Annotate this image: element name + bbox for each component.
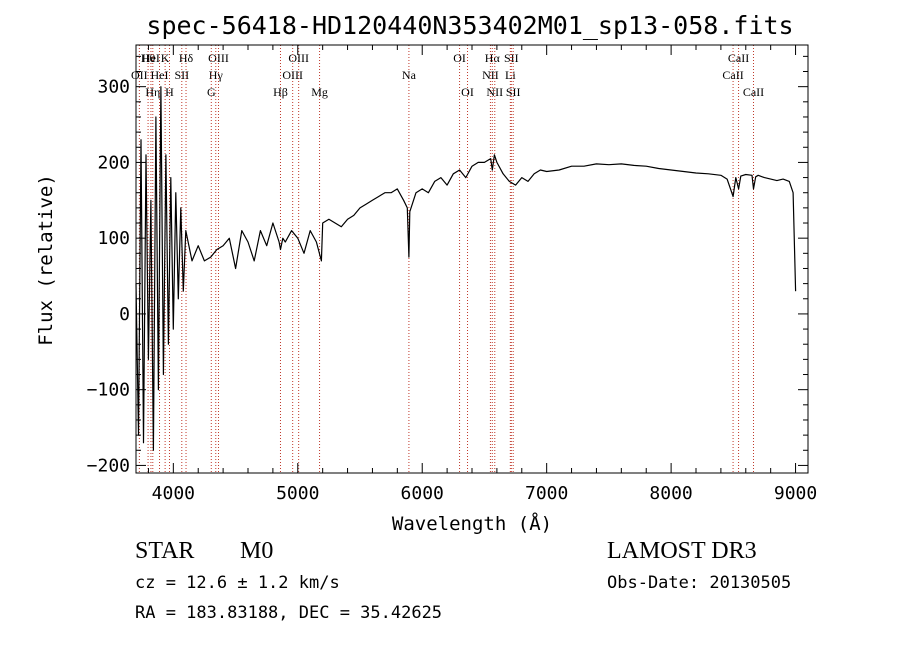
y-tick-label: 100 xyxy=(97,228,130,249)
line-marker-label: H xyxy=(165,85,174,99)
line-marker-label: OI xyxy=(461,85,474,99)
axes: 4000 5000 6000 7000 8000 9000 −200 −100 0 100 200 3… xyxy=(87,45,817,504)
obs-date-text: Obs-Date: 20130505 xyxy=(607,573,792,593)
line-marker-label: Hθ xyxy=(141,51,156,65)
x-tick-label: 5000 xyxy=(276,483,319,504)
y-tick-label: −200 xyxy=(87,455,130,476)
y-tick-label: −100 xyxy=(87,380,130,401)
line-marker-label: OIII xyxy=(282,68,303,82)
y-tick-label: 300 xyxy=(97,77,130,98)
series-group xyxy=(135,86,797,451)
line-marker-label: OIII xyxy=(288,51,309,65)
line-marker-label: Li xyxy=(505,68,516,82)
line-marker-label: Hβ xyxy=(273,85,288,99)
line-marker-label: Hα xyxy=(485,51,501,65)
line-marker-label: Mg xyxy=(311,85,328,99)
line-marker-label: CaII xyxy=(722,68,743,82)
line-marker-label: Hδ xyxy=(179,51,194,65)
y-tick-label: 0 xyxy=(119,304,130,325)
line-marker-label: HeI xyxy=(151,68,169,82)
line-marker-label: OII xyxy=(131,68,148,82)
line-marker-label: G xyxy=(207,85,216,99)
subclass-label: M0 xyxy=(240,538,274,564)
redshift-text: cz = 12.6 ± 1.2 km/s xyxy=(135,573,340,593)
line-marker-label: HeI xyxy=(142,51,160,65)
x-tick-label: 6000 xyxy=(401,483,444,504)
x-tick-label: 7000 xyxy=(525,483,568,504)
class-label: STAR xyxy=(135,538,195,564)
survey-label: LAMOST DR3 xyxy=(607,538,757,564)
line-marker-label: SII xyxy=(174,68,189,82)
line-marker-label: CaII xyxy=(743,85,764,99)
line-marker-label: OIII xyxy=(208,51,229,65)
line-marker-label: K xyxy=(161,51,170,65)
chart-title: spec-56418-HD120440N353402M01_sp13-058.f… xyxy=(146,11,793,40)
line-marker-label: Hγ xyxy=(209,68,224,82)
line-marker-label: Na xyxy=(402,68,417,82)
coordinates-text: RA = 183.83188, DEC = 35.42625 xyxy=(135,603,443,623)
x-tick-label: 4000 xyxy=(152,483,195,504)
line-marker-label: NII xyxy=(486,85,503,99)
y-axis-label: Flux (relative) xyxy=(35,174,57,346)
x-tick-label: 8000 xyxy=(649,483,692,504)
line-marker-label: OI xyxy=(453,51,466,65)
x-axis-label: Wavelength (Å) xyxy=(392,512,552,535)
line-marker-label: Hη xyxy=(145,85,160,99)
x-tick-label: 9000 xyxy=(774,483,817,504)
series-line-spectrum xyxy=(135,86,797,451)
line-marker-label: SII xyxy=(504,51,519,65)
line-marker-label: NII xyxy=(482,68,499,82)
y-tick-label: 200 xyxy=(97,152,130,173)
line-marker-label: SII xyxy=(506,85,521,99)
line-marker-label: CaII xyxy=(728,51,749,65)
